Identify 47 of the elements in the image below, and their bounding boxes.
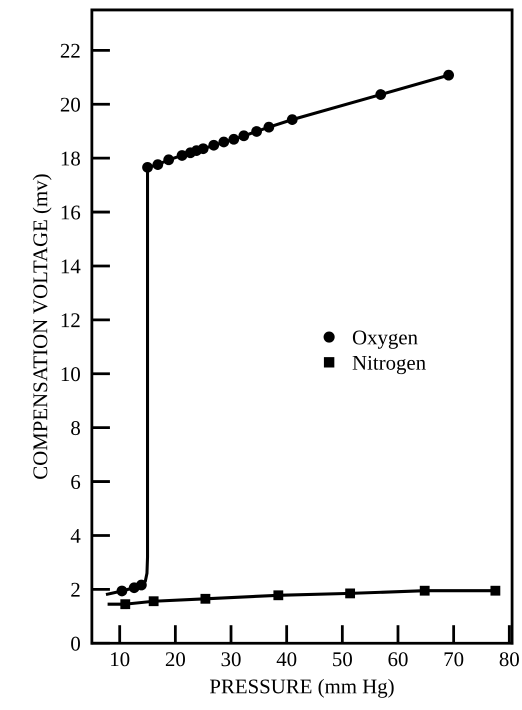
point — [200, 594, 210, 604]
point — [490, 586, 500, 596]
y-tick-label: 14 — [62, 259, 80, 274]
point — [136, 580, 147, 590]
y-tick-label: 4 — [70, 528, 80, 543]
legend-label: Oxygen — [352, 330, 418, 349]
point — [375, 89, 386, 100]
x-tick-label: 70 — [444, 652, 464, 666]
y-tick-label: 6 — [71, 474, 80, 489]
x-tick-label: 60 — [388, 652, 408, 666]
point — [218, 136, 230, 148]
point — [251, 126, 262, 137]
point — [120, 599, 130, 610]
point — [198, 143, 209, 154]
point — [286, 114, 298, 126]
y-tick-label: 0 — [71, 636, 80, 651]
y-tick-label: 20 — [60, 98, 80, 112]
point — [148, 596, 159, 606]
point — [208, 140, 220, 151]
y-tick-label: 18 — [62, 152, 80, 166]
point — [238, 130, 250, 142]
y-tick-label: 10 — [62, 367, 80, 382]
legend-label: Nitrogen — [352, 356, 426, 374]
point — [443, 70, 454, 81]
point — [345, 588, 356, 598]
y-tick-label: 12 — [62, 313, 80, 328]
point — [263, 122, 274, 133]
x-axis-title: PRESSURE (mm Hg) — [210, 678, 394, 698]
x-tick-label: 50 — [333, 652, 352, 666]
point — [228, 134, 240, 145]
y-tick-label: 22 — [60, 44, 80, 58]
point — [163, 154, 174, 166]
y-tick-label: 8 — [71, 421, 80, 436]
x-tick-label: 80 — [500, 652, 519, 666]
point — [142, 162, 153, 173]
point — [420, 586, 430, 596]
x-tick-label: 20 — [166, 652, 185, 666]
point — [176, 150, 188, 161]
point — [152, 159, 164, 170]
point — [273, 590, 284, 600]
y-tick-label: 16 — [62, 205, 80, 220]
x-tick-label: 40 — [276, 652, 296, 666]
x-tick-label: 10 — [111, 652, 130, 666]
y-tick-label: 2 — [71, 582, 80, 597]
x-tick-label: 30 — [222, 652, 241, 666]
y-axis-title: COMPENSATION VOLTAGE (mv) — [32, 174, 52, 479]
point — [116, 586, 128, 596]
